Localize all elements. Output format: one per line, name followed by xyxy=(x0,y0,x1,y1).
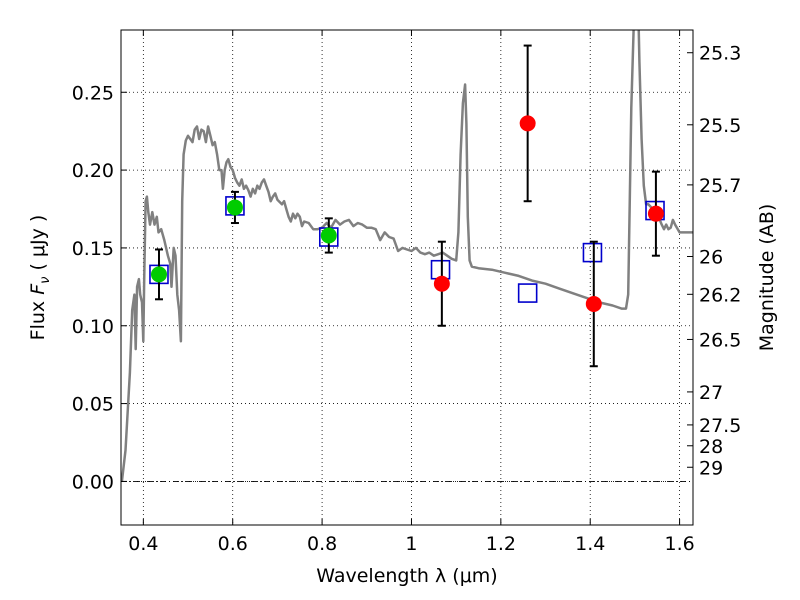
y-tick-label: 0.20 xyxy=(72,160,114,182)
observed-point xyxy=(320,227,337,244)
y-axis-label-suffix: ( μJy ) xyxy=(27,215,49,277)
plot-area xyxy=(121,30,693,482)
x-tick-label: 0.6 xyxy=(218,533,248,555)
y-axis-label: Flux Fν ( μJy ) xyxy=(27,215,53,341)
y-tick-label: 0.25 xyxy=(72,82,114,104)
y-axis-label-prefix: Flux xyxy=(27,295,49,341)
observed-point xyxy=(647,205,664,222)
x-tick-label: 1.4 xyxy=(575,533,605,555)
x-axis-ticks: 0.4 0.6 0.8 1 1.2 1.4 1.6 xyxy=(128,30,695,555)
x-tick-label: 0.8 xyxy=(307,533,337,555)
magnitude-axis-label: Magnitude (AB) xyxy=(756,204,778,352)
magnitude-tick-label: 27 xyxy=(699,382,723,404)
y-tick-label: 0.10 xyxy=(72,316,114,338)
magnitude-tick-label: 25.3 xyxy=(699,43,741,65)
observed-point xyxy=(433,275,450,292)
observed-point xyxy=(585,295,602,312)
magnitude-tick-label: 25.7 xyxy=(699,175,741,197)
y-tick-label: 0.15 xyxy=(72,238,114,260)
model-spectrum-line xyxy=(121,30,693,482)
magnitude-tick-label: 25.5 xyxy=(699,115,741,137)
y-axis-label-subscript: ν xyxy=(38,277,53,284)
y-axis-ticks: 0.00 0.05 0.10 0.15 0.20 0.25 xyxy=(72,82,127,493)
x-axis-label: Wavelength λ (μm) xyxy=(316,565,497,587)
x-tick-label: 1.6 xyxy=(664,533,694,555)
magnitude-tick-label: 29 xyxy=(699,457,723,479)
magnitude-tick-label: 27.5 xyxy=(699,415,741,437)
x-tick-label: 1.2 xyxy=(486,533,516,555)
grid-lines xyxy=(121,30,693,525)
plot-frame xyxy=(120,29,694,526)
magnitude-tick-label: 26 xyxy=(699,246,723,268)
magnitude-tick-label: 26.5 xyxy=(699,329,741,351)
magnitude-tick-label: 26.2 xyxy=(699,284,741,306)
y-tick-label: 0.00 xyxy=(72,471,114,493)
x-tick-label: 0.4 xyxy=(128,533,158,555)
observed-point xyxy=(519,115,536,132)
magnitude-tick-label: 28 xyxy=(699,436,723,458)
x-tick-label: 1 xyxy=(405,533,417,555)
y-axis-label-symbol: F xyxy=(27,283,49,295)
model-band-marker xyxy=(582,242,603,263)
observed-point xyxy=(150,266,167,283)
y-tick-label: 0.05 xyxy=(72,394,114,416)
model-band-marker xyxy=(517,283,538,303)
observed-point xyxy=(226,199,243,216)
